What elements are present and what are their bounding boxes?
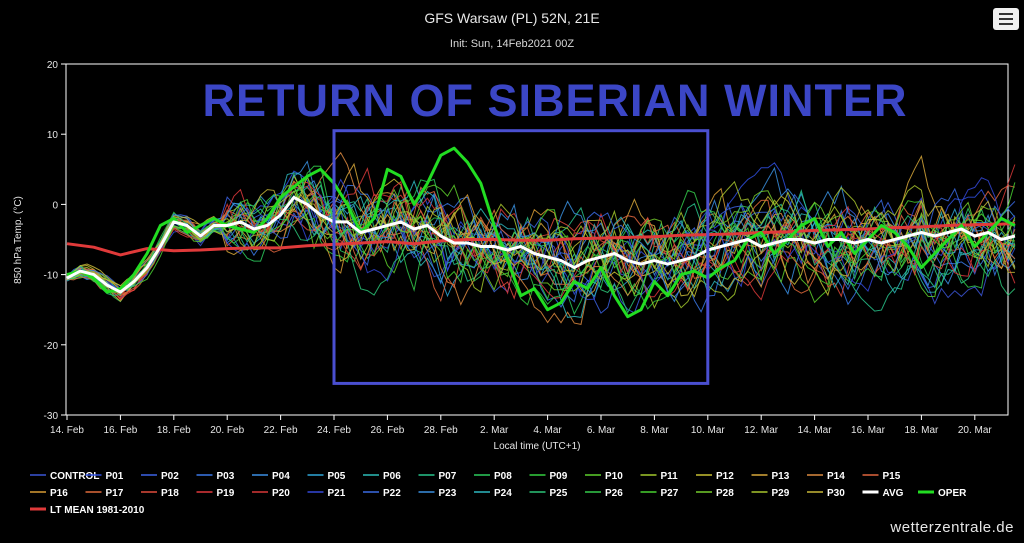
x-tick-label: 20. Feb [210, 425, 244, 436]
plot-frame [65, 63, 1009, 416]
y-tick-label: -20 [44, 341, 59, 352]
legend-item-label[interactable]: P07 [439, 471, 457, 482]
legend-item-label[interactable]: P17 [106, 488, 124, 499]
x-tick-label: 20. Mar [958, 425, 993, 436]
x-axis-title: Local time (UTC+1) [494, 441, 581, 452]
series-line-p21 [66, 177, 1016, 301]
x-tick-label: 28. Feb [424, 425, 458, 436]
y-tick-label: -30 [44, 411, 59, 422]
menu-icon-bar [999, 18, 1013, 20]
series-line-p25 [66, 199, 1016, 314]
y-tick-label: 0 [52, 200, 58, 211]
x-tick-label: 14. Mar [798, 425, 833, 436]
x-tick-label: 16. Feb [103, 425, 137, 436]
legend-item-label[interactable]: AVG [883, 488, 904, 499]
y-tick-label: 10 [47, 130, 59, 141]
x-tick-label: 6. Mar [587, 425, 616, 436]
legend-item-label[interactable]: OPER [938, 488, 967, 499]
menu-icon-bar [999, 23, 1013, 25]
ensemble-lines [66, 151, 1016, 325]
legend-item-label[interactable]: P14 [827, 471, 845, 482]
highlight-box [332, 129, 710, 385]
x-tick-label: 16. Mar [851, 425, 886, 436]
legend-item-label[interactable]: P20 [272, 488, 290, 499]
x-tick-label: 14. Feb [50, 425, 84, 436]
legend-item-label[interactable]: P22 [383, 488, 401, 499]
series-line-p26 [66, 165, 1016, 305]
series-line-p23 [66, 160, 1016, 303]
legend-item-label[interactable]: P06 [383, 471, 401, 482]
legend-item-label[interactable]: P24 [494, 488, 512, 499]
x-tick-label: 12. Mar [744, 425, 779, 436]
chart-subtitle: Init: Sun, 14Feb2021 00Z [450, 38, 574, 50]
x-tick-label: 2. Mar [480, 425, 509, 436]
legend-item-label[interactable]: P16 [50, 488, 68, 499]
chart-menu-button[interactable] [993, 8, 1019, 30]
legend-item-label[interactable]: P23 [439, 488, 457, 499]
x-tick-label: 4. Mar [533, 425, 562, 436]
legend-item-label[interactable]: P12 [716, 471, 734, 482]
main-lines [66, 146, 1016, 319]
legend-item-label[interactable]: P05 [328, 471, 346, 482]
legend-item-label[interactable]: P02 [161, 471, 179, 482]
x-tick-label: 18. Mar [904, 425, 939, 436]
legend-item-label[interactable]: LT MEAN 1981-2010 [50, 505, 145, 516]
y-tick-label: 20 [47, 60, 59, 71]
legend-item-label[interactable]: P11 [661, 471, 679, 482]
x-tick-label: 10. Mar [691, 425, 726, 436]
legend-item-label[interactable]: P30 [827, 488, 845, 499]
legend-item-label[interactable]: P03 [217, 471, 235, 482]
plot-area [65, 63, 1016, 416]
legend: CONTROL P01 P02 P03 P04 P05 P06 P07 P08 P09 P10 P11… [30, 471, 967, 516]
legend-item-label[interactable]: P10 [605, 471, 623, 482]
legend-item-label[interactable]: P04 [272, 471, 290, 482]
legend-item-label[interactable]: CONTROL [50, 471, 99, 482]
watermark: wetterzentrale.de [889, 519, 1014, 536]
chart-title: GFS Warsaw (PL) 52N, 21E [424, 10, 599, 26]
y-axis-title: 850 hPa Temp. (°C) [13, 196, 24, 284]
legend-item-label[interactable]: P28 [716, 488, 734, 499]
menu-icon-bar [999, 13, 1013, 15]
x-tick-label: 26. Feb [370, 425, 404, 436]
legend-item-label[interactable]: P13 [772, 471, 790, 482]
series-line-p13 [66, 154, 1016, 302]
legend-item-label[interactable]: P18 [161, 488, 179, 499]
series-line-avg [66, 195, 1016, 294]
series-line-p19 [66, 181, 1016, 300]
x-axis: 14. Feb 16. Feb 18. Feb 20. Feb 22. Feb 24. F… [50, 415, 992, 436]
legend-item-label[interactable]: P08 [494, 471, 512, 482]
legend-item-label[interactable]: P25 [550, 488, 568, 499]
legend-item-label[interactable]: P27 [661, 488, 679, 499]
series-line-p29 [66, 180, 1016, 287]
series-line-lt [66, 221, 1015, 257]
legend-item-label[interactable]: P19 [217, 488, 235, 499]
x-tick-label: 8. Mar [640, 425, 669, 436]
series-line-p22 [66, 187, 1016, 291]
legend-item-label[interactable]: P21 [328, 488, 346, 499]
x-tick-label: 22. Feb [264, 425, 298, 436]
x-tick-label: 18. Feb [157, 425, 191, 436]
x-tick-label: 24. Feb [317, 425, 351, 436]
legend-item-label[interactable]: P01 [106, 471, 124, 482]
y-tick-label: -10 [44, 271, 59, 282]
overlay-headline: RETURN OF SIBERIAN WINTER [203, 75, 908, 126]
legend-item-label[interactable]: P29 [772, 488, 790, 499]
legend-item-label[interactable]: P26 [605, 488, 623, 499]
legend-item-label[interactable]: P09 [550, 471, 568, 482]
legend-item-label[interactable]: P15 [883, 471, 901, 482]
y-axis: 20 10 0 -10 -20 -30 [44, 60, 66, 422]
